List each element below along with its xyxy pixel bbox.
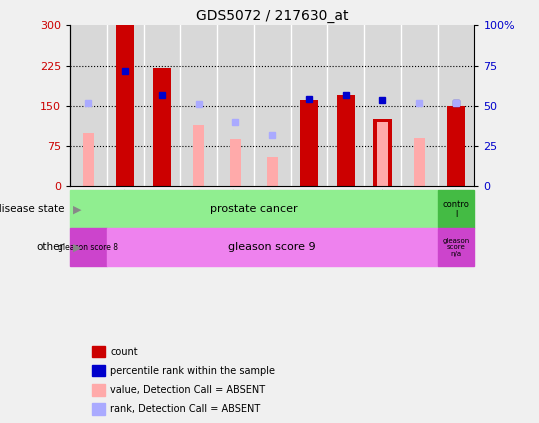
Bar bbox=[327, 25, 364, 186]
Bar bbox=[181, 25, 217, 186]
Text: ▶: ▶ bbox=[73, 204, 81, 214]
Text: prostate cancer: prostate cancer bbox=[210, 204, 298, 214]
Text: gleason
score
n/a: gleason score n/a bbox=[443, 238, 469, 257]
Text: other: other bbox=[37, 242, 65, 253]
Bar bbox=[70, 25, 107, 186]
Bar bbox=[438, 25, 474, 186]
Title: GDS5072 / 217630_at: GDS5072 / 217630_at bbox=[196, 9, 348, 23]
Text: count: count bbox=[110, 347, 138, 357]
Bar bbox=[83, 132, 94, 186]
Text: percentile rank within the sample: percentile rank within the sample bbox=[110, 366, 275, 376]
Bar bbox=[438, 190, 474, 228]
Bar bbox=[336, 95, 355, 186]
Text: rank, Detection Call = ABSENT: rank, Detection Call = ABSENT bbox=[110, 404, 261, 415]
Bar bbox=[373, 119, 392, 186]
Bar bbox=[193, 124, 204, 186]
Text: ▶: ▶ bbox=[73, 242, 81, 253]
Text: contro
l: contro l bbox=[443, 200, 469, 219]
Text: gleason score 8: gleason score 8 bbox=[58, 243, 119, 252]
Bar bbox=[438, 228, 474, 266]
Bar bbox=[230, 139, 241, 186]
Bar bbox=[377, 122, 388, 186]
Bar bbox=[107, 25, 143, 186]
Text: value, Detection Call = ABSENT: value, Detection Call = ABSENT bbox=[110, 385, 266, 396]
Bar bbox=[143, 25, 181, 186]
Bar bbox=[414, 138, 425, 186]
Bar bbox=[217, 25, 254, 186]
Bar bbox=[70, 228, 107, 266]
Bar bbox=[364, 25, 401, 186]
Bar bbox=[153, 68, 171, 186]
Bar bbox=[107, 228, 438, 266]
Bar bbox=[300, 100, 318, 186]
Text: disease state: disease state bbox=[0, 204, 65, 214]
Bar bbox=[291, 25, 327, 186]
Bar bbox=[447, 106, 465, 186]
Bar bbox=[401, 25, 438, 186]
Text: gleason score 9: gleason score 9 bbox=[229, 242, 316, 253]
Bar bbox=[116, 25, 134, 186]
Bar bbox=[254, 25, 291, 186]
Bar bbox=[267, 157, 278, 186]
